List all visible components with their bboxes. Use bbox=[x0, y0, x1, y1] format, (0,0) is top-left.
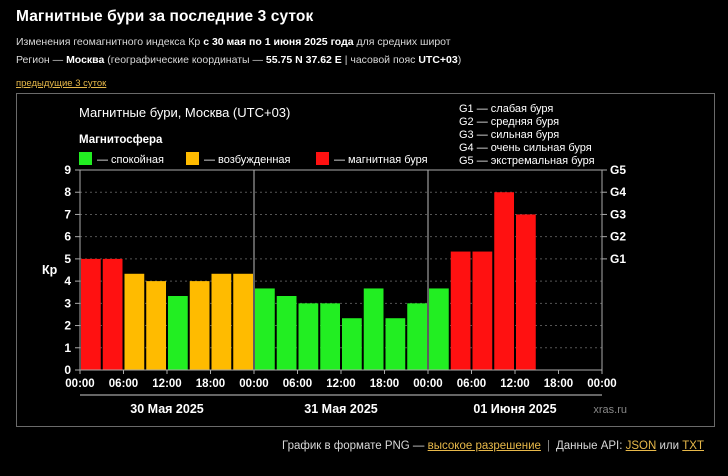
storm-scale-item: G3 — сильная буря bbox=[459, 129, 559, 141]
storm-scale-item: G1 — слабая буря bbox=[459, 103, 553, 115]
legend-label: — спокойная bbox=[97, 154, 164, 166]
txt-link[interactable]: TXT bbox=[682, 440, 704, 452]
x-tick-label: 18:00 bbox=[544, 378, 573, 390]
previous-3-days-link[interactable]: предыдущие 3 суток bbox=[16, 78, 107, 89]
right-tick-label: G5 bbox=[610, 163, 626, 177]
right-tick-label: G4 bbox=[610, 185, 626, 199]
day-label: 31 Мая 2025 bbox=[304, 402, 378, 416]
kp-bar bbox=[102, 258, 123, 370]
x-tick-label: 12:00 bbox=[326, 378, 355, 390]
json-link[interactable]: JSON bbox=[625, 440, 657, 452]
x-tick-label: 18:00 bbox=[370, 378, 399, 390]
y-tick-label: 6 bbox=[64, 230, 71, 244]
y-tick-label: 4 bbox=[64, 274, 71, 288]
kp-bar bbox=[81, 258, 101, 370]
footer: График в формате PNG — высокое разрешени… bbox=[282, 440, 704, 452]
kp-bar bbox=[211, 273, 232, 370]
legend-swatch bbox=[316, 152, 329, 165]
x-tick-label: 00:00 bbox=[413, 378, 442, 390]
chart-title: Магнитные бури, Москва (UTC+03) bbox=[79, 105, 290, 120]
y-tick-label: 9 bbox=[64, 163, 71, 177]
kp-bar bbox=[124, 273, 145, 370]
kp-bar bbox=[516, 214, 536, 370]
y-tick-label: 5 bbox=[64, 252, 71, 266]
y-axis-label: Кр bbox=[42, 263, 58, 277]
kp-bar bbox=[450, 251, 471, 370]
legend-swatch bbox=[186, 152, 199, 165]
footer-separator: | bbox=[546, 440, 550, 452]
y-tick-label: 0 bbox=[64, 363, 71, 377]
kp-bar bbox=[255, 288, 275, 370]
legend-label: — магнитная буря bbox=[334, 154, 428, 166]
kp-bar bbox=[168, 296, 188, 370]
kp-bar bbox=[494, 192, 514, 370]
x-tick-label: 06:00 bbox=[109, 378, 138, 390]
kp-bar bbox=[146, 281, 166, 370]
x-tick-label: 18:00 bbox=[196, 378, 225, 390]
kp-bar bbox=[407, 303, 427, 370]
kp-bar bbox=[233, 273, 253, 370]
y-tick-label: 2 bbox=[64, 319, 71, 333]
kp-bar bbox=[298, 303, 319, 370]
page-title: Магнитные бури за последние 3 суток bbox=[16, 8, 314, 25]
kp-bar bbox=[189, 281, 210, 370]
right-tick-label: G3 bbox=[610, 207, 626, 221]
subtitle-region: Регион — Москва (географические координа… bbox=[16, 54, 462, 66]
legend-swatch bbox=[79, 152, 92, 165]
high-resolution-link[interactable]: высокое разрешение bbox=[427, 440, 541, 452]
right-tick-label: G2 bbox=[610, 230, 626, 244]
right-tick-label: G1 bbox=[610, 252, 626, 266]
kp-bar bbox=[363, 288, 384, 370]
y-tick-label: 3 bbox=[64, 296, 71, 310]
y-tick-label: 1 bbox=[64, 341, 71, 355]
y-tick-label: 8 bbox=[64, 185, 71, 199]
y-tick-label: 7 bbox=[64, 207, 71, 221]
storm-scale-item: G2 — средняя буря bbox=[459, 116, 559, 128]
kp-bar bbox=[320, 303, 340, 370]
x-tick-label: 00:00 bbox=[65, 378, 94, 390]
chart-panel: Магнитные бури, Москва (UTC+03) Магнитосф… bbox=[16, 93, 715, 427]
x-tick-label: 00:00 bbox=[239, 378, 268, 390]
day-label: 01 Июня 2025 bbox=[473, 402, 556, 416]
kp-bar bbox=[385, 318, 406, 370]
storm-scale-item: G4 — очень сильная буря bbox=[459, 142, 592, 154]
x-tick-label: 06:00 bbox=[283, 378, 312, 390]
kp-bar bbox=[276, 296, 297, 370]
day-label: 30 Мая 2025 bbox=[130, 402, 204, 416]
watermark: xras.ru bbox=[593, 404, 627, 416]
x-tick-label: 06:00 bbox=[457, 378, 486, 390]
kp-bar bbox=[472, 251, 493, 370]
kp-bar bbox=[342, 318, 362, 370]
storm-scale-item: G5 — экстремальная буря bbox=[459, 155, 595, 167]
x-tick-label: 00:00 bbox=[587, 378, 616, 390]
subtitle-period: Изменения геомагнитного индекса Кр с 30 … bbox=[16, 36, 451, 48]
legend-title: Магнитосфера bbox=[79, 134, 163, 146]
kp-bar bbox=[429, 288, 449, 370]
x-tick-label: 12:00 bbox=[500, 378, 529, 390]
kp-chart: Магнитные бури, Москва (UTC+03) Магнитосф… bbox=[42, 103, 627, 416]
legend-label: — возбужденная bbox=[204, 154, 291, 166]
x-tick-label: 12:00 bbox=[152, 378, 181, 390]
